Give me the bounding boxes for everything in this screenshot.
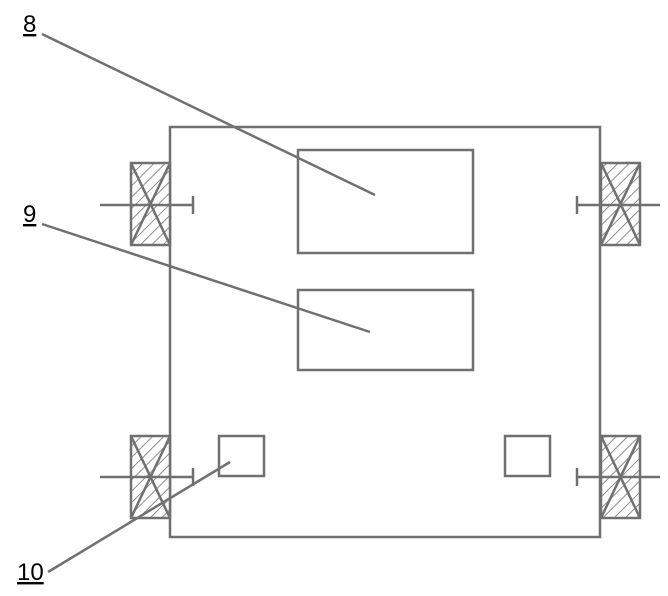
small-box-1	[219, 436, 264, 476]
callout-line-9	[42, 224, 370, 332]
callout-label-8: 8	[23, 11, 36, 38]
callout-label-9: 9	[23, 201, 36, 228]
inner-block-2	[298, 290, 473, 370]
callout-line-8	[42, 34, 375, 195]
callout-label-10: 10	[17, 559, 44, 586]
inner-block-1	[298, 150, 473, 253]
small-box-2	[505, 436, 550, 476]
